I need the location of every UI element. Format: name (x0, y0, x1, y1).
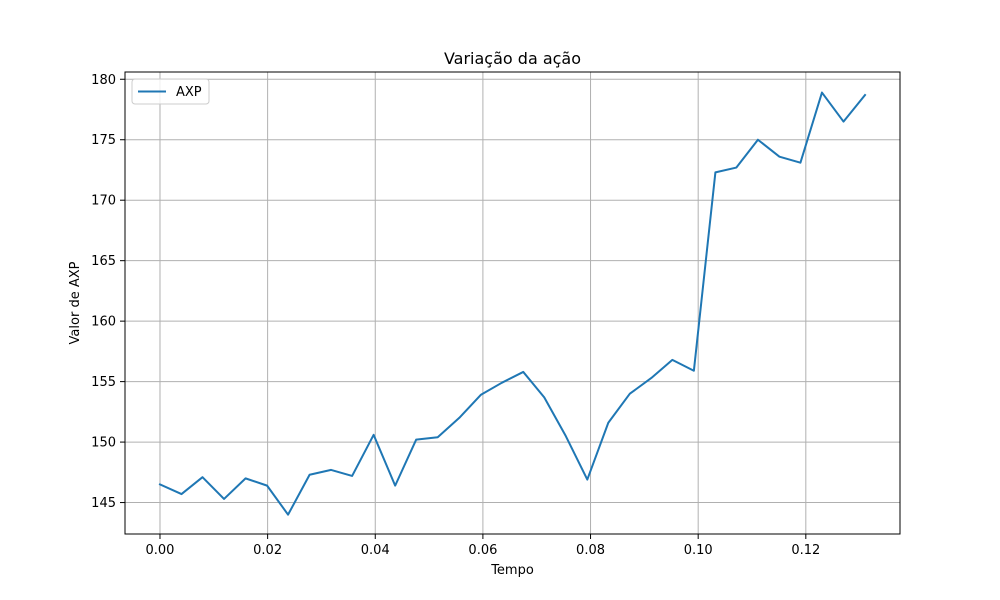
x-tick-label: 0.10 (684, 543, 713, 558)
x-tick-label: 0.06 (468, 543, 497, 558)
x-tick-label: 0.00 (146, 543, 175, 558)
series-lines (158, 91, 867, 516)
y-tick-label: 160 (91, 315, 116, 330)
y-tick-label: 175 (91, 133, 116, 148)
legend: AXP (131, 78, 210, 105)
series-line-axp (158, 91, 867, 516)
plot-frame (124, 71, 901, 535)
x-axis-title: Tempo (490, 563, 534, 578)
chart-title: Variação da ação (444, 49, 581, 68)
y-tick-label: 155 (91, 375, 116, 390)
x-tick-label: 0.08 (576, 543, 605, 558)
grid (125, 72, 900, 534)
plot-area (125, 72, 900, 534)
y-axis-ticks: 145 150 155 160 165 170 175 180 (91, 73, 125, 511)
x-tick-label: 0.04 (361, 543, 390, 558)
x-axis-ticks: 0.00 0.02 0.04 0.06 0.08 0.10 0.12 (146, 534, 820, 558)
y-tick-label: 165 (91, 254, 116, 269)
x-tick-label: 0.02 (253, 543, 282, 558)
y-tick-label: 145 (91, 496, 116, 511)
y-axis-title: Valor de AXP (68, 261, 83, 344)
legend-box (131, 78, 210, 105)
y-tick-label: 150 (91, 436, 116, 451)
y-tick-label: 170 (91, 194, 116, 209)
x-tick-label: 0.12 (791, 543, 820, 558)
y-tick-label: 180 (91, 73, 116, 88)
legend-label: AXP (176, 85, 202, 100)
